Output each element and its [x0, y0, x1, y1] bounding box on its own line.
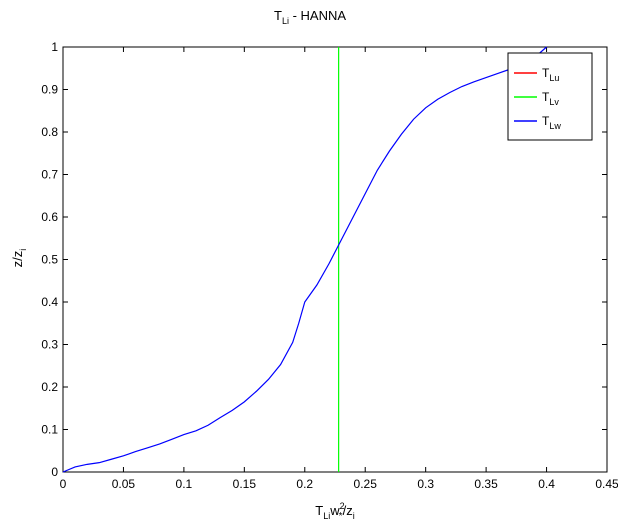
chart-title: TLi - HANNA — [274, 8, 346, 26]
x-tick-label: 0.3 — [417, 477, 434, 491]
legend: TLu TLv TLw — [507, 52, 593, 141]
y-axis-label: z/zi — [10, 249, 28, 268]
axis-ticks: 0 0.05 0.1 0.15 0.2 0.25 0.3 0.35 0.4 0.45 0 0.1 0.2… — [41, 40, 618, 491]
x-tick-label: 0.4 — [538, 477, 555, 491]
x-tick-label: 0.2 — [296, 477, 313, 491]
x-tick-label: 0.45 — [595, 477, 618, 491]
y-tick-label: 0.9 — [41, 83, 58, 97]
x-tick-label: 0.15 — [233, 477, 257, 491]
y-tick-label: 0.5 — [41, 253, 58, 267]
legend-label-lw: TLw — [542, 114, 561, 131]
y-tick-label: 0.7 — [41, 168, 58, 182]
y-tick-label: 0 — [51, 465, 58, 479]
series-line-lw — [62, 46, 547, 473]
y-tick-label: 0.3 — [41, 338, 58, 352]
series-lines — [62, 46, 547, 473]
x-tick-label: 0 — [60, 477, 67, 491]
y-tick-label: 0.2 — [41, 380, 58, 394]
x-tick-label: 0.35 — [474, 477, 498, 491]
x-tick-label: 0.1 — [176, 477, 193, 491]
y-tick-label: 0.8 — [41, 125, 58, 139]
legend-label-lv: TLv — [542, 90, 559, 107]
y-tick-label: 0.6 — [41, 210, 58, 224]
y-tick-label: 0.1 — [41, 423, 58, 437]
x-tick-label: 0.25 — [354, 477, 378, 491]
legend-label-lu: TLu — [542, 66, 559, 83]
x-axis-label: TLiw2 */zi — [315, 501, 354, 522]
x-tick-label: 0.05 — [112, 477, 136, 491]
y-tick-label: 1 — [51, 40, 58, 54]
y-tick-label: 0.4 — [41, 295, 58, 309]
